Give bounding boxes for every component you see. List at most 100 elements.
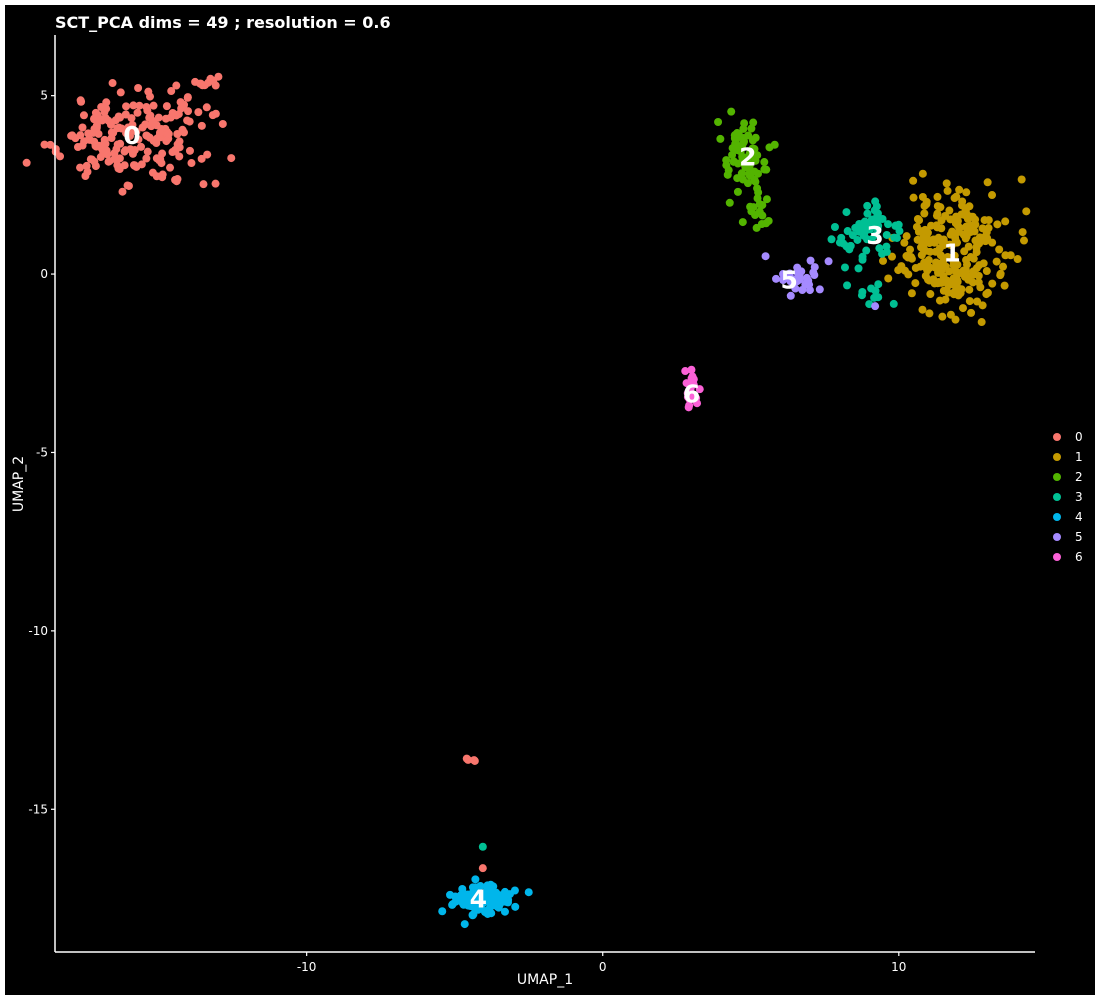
point-cluster-5 bbox=[815, 285, 824, 294]
point-cluster-0 bbox=[90, 114, 99, 123]
point-cluster-0 bbox=[46, 140, 55, 149]
point-cluster-1 bbox=[977, 318, 986, 327]
point-cluster-3 bbox=[867, 235, 876, 244]
point-cluster-2 bbox=[751, 133, 760, 142]
point-cluster-0 bbox=[176, 98, 185, 107]
point-cluster-0 bbox=[127, 114, 136, 123]
point-cluster-0 bbox=[96, 115, 105, 124]
y-tick-label: -10 bbox=[28, 624, 48, 638]
umap-scatter-plot: SCT_PCA dims = 49 ; resolution = 0.6 0 1 2… bbox=[11, 13, 1083, 988]
point-cluster-3 bbox=[862, 246, 871, 255]
point-cluster-4 bbox=[475, 894, 484, 903]
point-cluster-1 bbox=[918, 305, 927, 314]
point-cluster-1 bbox=[992, 257, 1001, 266]
point-cluster-0 bbox=[172, 81, 181, 90]
point-cluster-0 bbox=[105, 157, 114, 166]
point-cluster-3 bbox=[884, 220, 893, 229]
point-cluster-1 bbox=[946, 230, 955, 239]
point-cluster-1 bbox=[907, 289, 916, 298]
point-cluster-3 bbox=[843, 227, 852, 236]
cluster-label-1: 1 bbox=[943, 239, 960, 268]
point-cluster-1 bbox=[909, 193, 918, 202]
point-cluster-1 bbox=[970, 227, 979, 236]
point-cluster-0 bbox=[148, 168, 157, 177]
cluster-label-0: 0 bbox=[123, 121, 140, 150]
point-cluster-0 bbox=[183, 93, 192, 102]
point-cluster-1 bbox=[941, 211, 950, 220]
legend-key-4 bbox=[1053, 513, 1061, 521]
point-cluster-1 bbox=[978, 224, 987, 233]
point-cluster-0 bbox=[67, 131, 76, 140]
point-cluster-1 bbox=[1022, 207, 1031, 216]
point-cluster-0 bbox=[148, 118, 157, 127]
point-cluster-0 bbox=[164, 129, 173, 138]
point-cluster-0 bbox=[100, 139, 109, 148]
point-cluster-0 bbox=[22, 158, 31, 167]
point-cluster-0 bbox=[51, 145, 60, 154]
point-cluster-2 bbox=[740, 119, 749, 128]
point-cluster-1 bbox=[953, 220, 962, 229]
point-cluster-0 bbox=[200, 81, 209, 90]
point-cluster-1 bbox=[920, 209, 929, 218]
point-cluster-3 bbox=[891, 221, 900, 230]
point-cluster-1 bbox=[900, 238, 909, 247]
point-cluster-0 bbox=[137, 142, 146, 151]
point-cluster-4 bbox=[471, 875, 480, 884]
point-cluster-0 bbox=[175, 137, 184, 146]
axis-ticks: -10 0 10 5 0 -5 -10 -15 bbox=[28, 89, 906, 974]
legend-key-1 bbox=[1053, 453, 1061, 461]
point-cluster-3 bbox=[843, 281, 852, 290]
point-cluster-1 bbox=[965, 285, 974, 294]
plot-frame: SCT_PCA dims = 49 ; resolution = 0.6 0 1 2… bbox=[5, 5, 1095, 995]
x-tick-label: 10 bbox=[891, 960, 906, 974]
point-cluster-3 bbox=[866, 225, 875, 234]
points-layer bbox=[22, 72, 1031, 929]
point-cluster-1 bbox=[958, 304, 967, 313]
point-cluster-3 bbox=[889, 299, 898, 308]
point-cluster-3 bbox=[830, 223, 839, 232]
point-cluster-0 bbox=[132, 127, 141, 136]
point-cluster-2 bbox=[727, 107, 736, 116]
point-cluster-1 bbox=[906, 245, 915, 254]
point-cluster-5 bbox=[793, 263, 802, 272]
point-cluster-0 bbox=[197, 154, 206, 163]
point-cluster-1 bbox=[933, 192, 942, 201]
point-cluster-0 bbox=[83, 167, 92, 176]
point-cluster-6 bbox=[695, 385, 704, 394]
point-cluster-4 bbox=[468, 910, 477, 919]
point-cluster-1 bbox=[932, 221, 941, 230]
point-cluster-1 bbox=[958, 197, 967, 206]
point-cluster-3 bbox=[873, 224, 882, 233]
point-cluster-3 bbox=[882, 230, 891, 239]
point-cluster-1 bbox=[921, 246, 930, 255]
point-cluster-1 bbox=[972, 264, 981, 273]
point-cluster-1 bbox=[965, 202, 974, 211]
legend-key-3 bbox=[1053, 493, 1061, 501]
point-cluster-1 bbox=[925, 309, 934, 318]
x-axis-label: UMAP_1 bbox=[517, 972, 573, 988]
point-cluster-0 bbox=[202, 103, 211, 112]
point-cluster-2 bbox=[739, 154, 748, 163]
point-cluster-0 bbox=[129, 101, 138, 110]
legend-label-6: 6 bbox=[1075, 550, 1083, 564]
point-cluster-1 bbox=[907, 254, 916, 263]
point-cluster-0 bbox=[97, 103, 106, 112]
y-tick-label: 0 bbox=[40, 267, 48, 281]
legend-key-2 bbox=[1053, 473, 1061, 481]
point-cluster-1 bbox=[933, 202, 942, 211]
x-tick-label: -10 bbox=[297, 960, 317, 974]
point-cluster-1 bbox=[1000, 281, 1009, 290]
point-cluster-5 bbox=[786, 291, 795, 300]
legend-key-5 bbox=[1053, 533, 1061, 541]
legend-label-0: 0 bbox=[1075, 430, 1083, 444]
point-cluster-4 bbox=[510, 886, 519, 895]
point-cluster-1 bbox=[911, 279, 920, 288]
point-cluster-0 bbox=[168, 108, 177, 117]
point-cluster-1 bbox=[909, 176, 918, 185]
point-cluster-0 bbox=[146, 111, 155, 120]
point-cluster-1 bbox=[949, 290, 958, 299]
point-cluster-2 bbox=[728, 150, 737, 159]
point-cluster-1 bbox=[982, 290, 991, 299]
point-cluster-2 bbox=[753, 151, 762, 160]
point-cluster-3 bbox=[863, 201, 872, 210]
